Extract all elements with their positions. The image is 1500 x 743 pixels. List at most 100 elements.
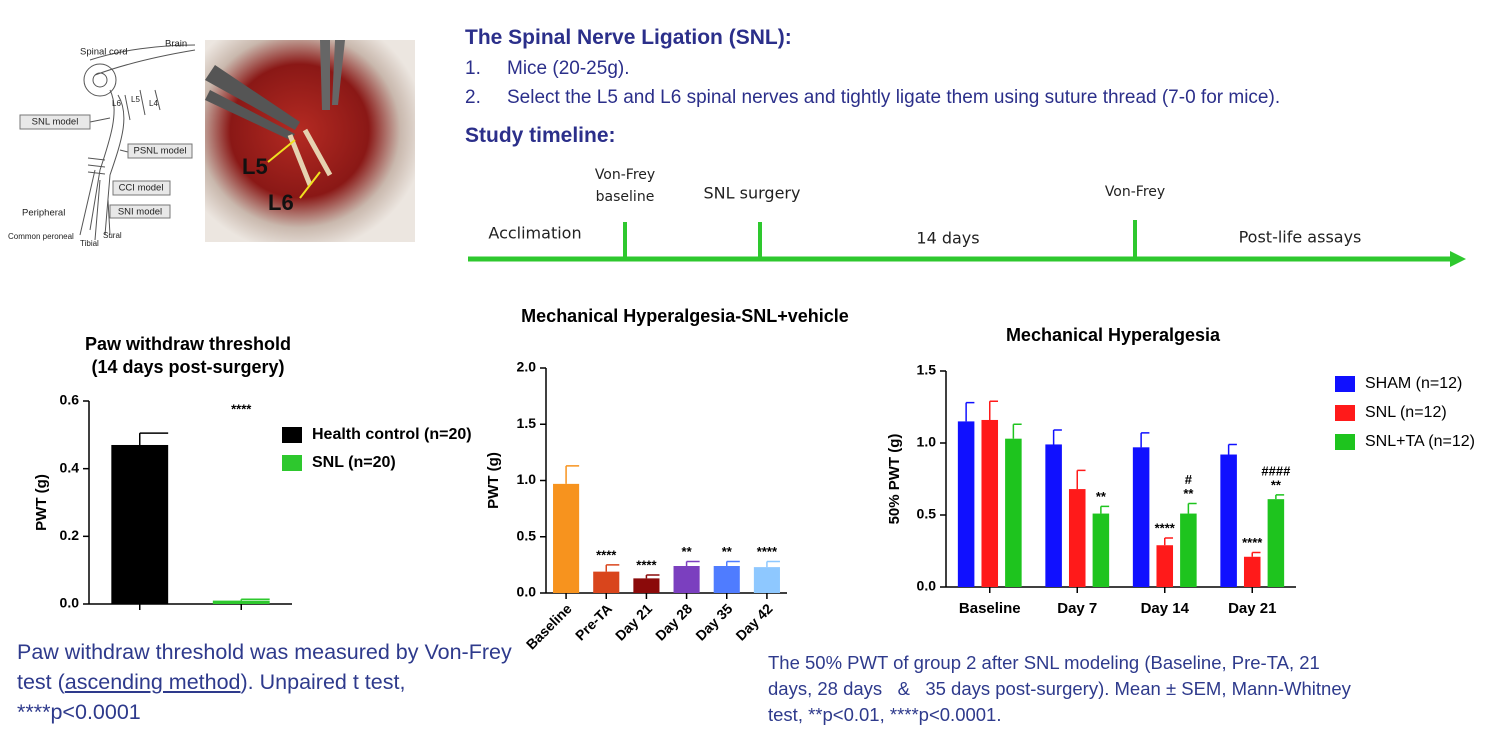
error-bar <box>1076 469 1086 490</box>
significance-label: # <box>1185 472 1193 487</box>
bar <box>593 571 620 593</box>
diagram-label: Sural <box>103 231 122 240</box>
legend-swatch <box>1335 405 1355 421</box>
arrow <box>267 139 321 199</box>
item-text: Select the L5 and L6 spinal nerves and t… <box>507 87 1281 108</box>
significance-label: ** <box>722 544 733 559</box>
y-tick-label: 0.4 <box>60 459 80 475</box>
x-tick-label: Day 42 <box>732 600 775 643</box>
error-bar <box>1052 429 1062 445</box>
diagram-label: L4 <box>149 99 158 108</box>
x-tick-label: Baseline <box>959 600 1021 617</box>
legend-label: SNL (n=12) <box>1365 404 1447 421</box>
y-tick-label: 2.0 <box>517 359 537 375</box>
diagram-label: Tibial <box>80 239 99 248</box>
timeline-label: Von-Frey <box>595 167 655 183</box>
bar <box>1068 489 1086 587</box>
diagram-label: Brain <box>165 39 187 50</box>
y-tick-label: 1.0 <box>917 434 937 450</box>
timeline-title: Study timeline: <box>465 124 616 147</box>
legend-label: SNL (n=20) <box>312 454 396 471</box>
y-axis-label: PWT (g) <box>485 452 502 509</box>
chart-subtitle: (14 days post-surgery) <box>91 357 284 377</box>
error-bar <box>1187 502 1197 514</box>
timeline-label: 14 days <box>916 229 979 248</box>
bar <box>1005 438 1022 587</box>
y-axis-label: 50% PWT (g) <box>886 434 903 525</box>
timeline-label: Acclimation <box>488 224 581 243</box>
legend-swatch <box>282 455 302 471</box>
y-tick-label: 0.6 <box>60 392 80 408</box>
photo-label: L5 <box>242 154 268 179</box>
error-bar <box>1164 537 1174 546</box>
error-bar <box>1227 443 1237 455</box>
bar <box>1243 556 1261 587</box>
error-bar <box>1012 423 1022 439</box>
chart-title: Mechanical Hyperalgesia <box>1006 325 1221 345</box>
diagram-label: Peripheral <box>22 208 65 219</box>
bar <box>673 566 700 593</box>
item-number: 1. <box>465 58 481 79</box>
caption-text: ascending method <box>64 670 241 694</box>
error-bar <box>989 400 999 420</box>
error-bar <box>726 560 740 566</box>
nerve <box>287 128 333 186</box>
caption-text: Paw withdraw threshold was measured by V… <box>17 640 518 694</box>
x-tick-label: Day 21 <box>1228 600 1276 617</box>
error-bar <box>1251 551 1261 557</box>
x-tick-label: Day 35 <box>692 600 735 643</box>
diagram-boxes <box>19 114 193 219</box>
caption-text: ). Unpaired t test, ****p<0.0001 <box>17 670 412 724</box>
error-bar <box>1275 494 1285 500</box>
significance-label: **** <box>757 544 778 559</box>
error-bar <box>766 560 780 568</box>
y-tick-label: 1.5 <box>517 415 537 431</box>
forceps <box>205 65 300 140</box>
timeline-label: Von-Frey <box>1105 184 1165 200</box>
y-tick-label: 0.2 <box>60 527 80 543</box>
photo-label: L6 <box>268 190 294 215</box>
diagram-label: Common peroneal <box>8 232 74 241</box>
bar <box>753 567 780 593</box>
error-bar <box>685 560 700 566</box>
x-tick-label: Pre-TA <box>572 600 615 643</box>
significance-label: **** <box>1242 535 1263 550</box>
error-bar <box>240 598 270 601</box>
bar <box>1092 513 1110 587</box>
y-tick-label: 0.0 <box>917 578 937 594</box>
bar <box>1045 444 1062 587</box>
error-bar <box>965 401 975 422</box>
chart-title: Mechanical Hyperalgesia-SNL+vehicle <box>521 306 849 326</box>
y-tick-label: 1.5 <box>917 362 937 378</box>
timeline-label: Post-life assays <box>1239 228 1362 247</box>
bar <box>957 421 975 587</box>
error-bar <box>1100 505 1110 514</box>
timeline-label: baseline <box>596 189 655 205</box>
y-tick-label: 0.0 <box>60 595 80 611</box>
legend-swatch <box>1335 376 1355 392</box>
bar <box>111 444 169 604</box>
bar <box>1180 513 1197 587</box>
item-number: 2. <box>465 87 481 108</box>
bar <box>1267 499 1285 587</box>
forceps <box>320 40 345 110</box>
legend-label: Health control (n=20) <box>312 426 472 443</box>
chart-title: Paw withdraw threshold <box>85 334 291 354</box>
nerve-diagram <box>79 44 196 241</box>
legend-swatch <box>1335 434 1355 450</box>
error-bar <box>1140 432 1150 448</box>
y-tick-label: 1.0 <box>517 471 537 487</box>
error-bar <box>139 432 169 445</box>
bar <box>553 483 580 593</box>
bar <box>633 578 660 593</box>
significance-label: **** <box>1155 520 1176 535</box>
intro-title: The Spinal Nerve Ligation (SNL): <box>465 26 792 49</box>
timeline-arrow <box>1450 251 1466 267</box>
significance-label: **** <box>636 557 657 572</box>
significance-label: ** <box>1271 477 1282 492</box>
error-bar <box>645 574 660 579</box>
bar <box>1156 545 1174 587</box>
significance-label: #### <box>1261 463 1291 478</box>
